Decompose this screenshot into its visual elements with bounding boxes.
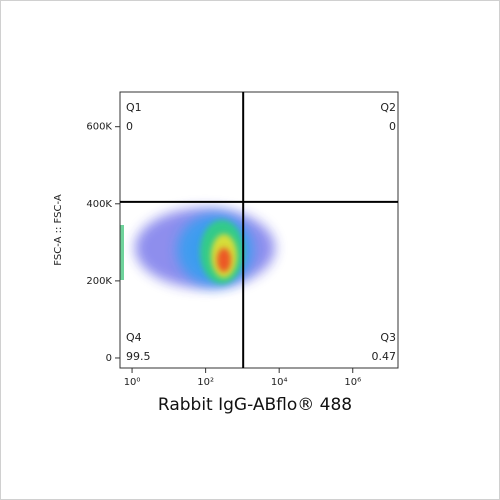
plot-frame [119, 91, 399, 369]
density-cloud [120, 208, 275, 288]
y-tick-label: 200K [86, 276, 112, 287]
quadrant-name: Q3 [380, 331, 396, 344]
quadrant-value: 0 [389, 120, 396, 133]
y-tick-label: 600K [86, 122, 112, 133]
quadrant-value: 99.5 [126, 350, 151, 363]
quadrant-value: 0 [126, 120, 133, 133]
quadrant-name: Q4 [126, 331, 142, 344]
y-axis-title: FSC-A :: FSC-A [53, 194, 64, 266]
quadrant-value: 0.47 [372, 350, 397, 363]
y-tick-label: 0 [106, 353, 112, 364]
x-tick-label: 10² [197, 377, 214, 388]
x-axis-title: Rabbit IgG-ABflo® 488 [158, 395, 352, 415]
x-tick-label: 10⁶ [344, 377, 361, 388]
x-tick-label: 10⁴ [271, 377, 288, 388]
x-tick-label: 10⁰ [124, 377, 141, 388]
quadrant-name: Q2 [380, 101, 396, 114]
y-tick-label: 400K [86, 199, 112, 210]
quadrant-name: Q1 [126, 101, 142, 114]
